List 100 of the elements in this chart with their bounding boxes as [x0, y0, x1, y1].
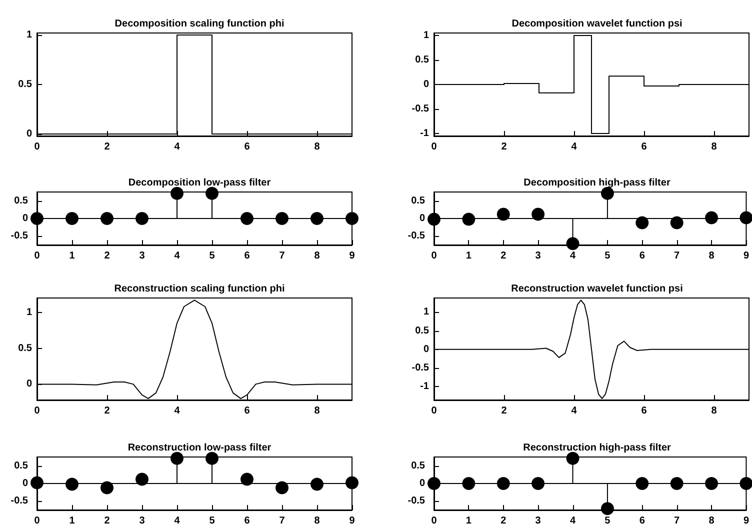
y-tick-label: 0.5: [18, 342, 32, 354]
x-tick-label: 8: [314, 406, 320, 416]
x-tick-label: 2: [104, 516, 110, 526]
x-tick-label: 2: [501, 142, 508, 152]
x-tick-label: 5: [209, 250, 216, 262]
y-tick-label: -0.5: [10, 230, 28, 242]
x-tick-label: 8: [708, 516, 715, 526]
y-tick-label: 0.5: [415, 325, 430, 336]
x-tick-label: 1: [466, 250, 472, 262]
y-tick-label: 0: [26, 378, 32, 390]
y-tick-label: 0.5: [14, 460, 28, 472]
chart-title: Reconstruction scaling function phi: [114, 284, 285, 294]
chart-title: Reconstruction low-pass filter: [128, 442, 272, 454]
y-tick-label: 1: [26, 29, 32, 40]
y-tick-label: 0.5: [415, 54, 430, 66]
x-tick-label: 5: [209, 516, 216, 526]
x-tick-label: 9: [743, 516, 750, 526]
point: [30, 476, 44, 490]
x-tick-label: 2: [104, 142, 110, 152]
x-tick-label: 4: [174, 142, 180, 152]
y-tick-label: 0: [423, 344, 430, 355]
x-tick-label: 3: [535, 250, 542, 262]
y-tick-label: 0: [22, 478, 28, 489]
chart-title: Decomposition low-pass filter: [128, 178, 271, 188]
x-tick-label: 0: [431, 142, 438, 152]
point: [170, 452, 184, 465]
point: [428, 477, 440, 490]
y-tick-label: 0.5: [14, 195, 28, 206]
x-tick-label: 0: [34, 142, 40, 152]
x-tick-label: 4: [174, 250, 180, 262]
point: [136, 472, 148, 486]
x-tick-label: 0: [431, 516, 438, 526]
x-tick-label: 6: [244, 142, 250, 152]
y-tick-label: 0: [423, 79, 430, 90]
x-tick-label: 6: [244, 250, 250, 262]
y-tick-label: 0: [419, 478, 426, 489]
point: [705, 211, 718, 224]
x-tick-label: 5: [604, 250, 611, 262]
point: [566, 452, 580, 465]
point: [100, 481, 114, 494]
x-tick-label: 6: [244, 406, 250, 416]
x-tick-label: 0: [431, 250, 438, 262]
y-tick-label: 1: [423, 30, 430, 41]
point: [705, 477, 718, 490]
x-tick-label: 9: [349, 516, 356, 526]
y-tick-label: 0: [26, 128, 32, 140]
x-tick-label: 4: [570, 250, 576, 262]
x-tick-label: 0: [34, 516, 40, 526]
x-tick-label: 1: [69, 516, 76, 526]
x-tick-label: 6: [641, 142, 648, 152]
y-tick-label: 0: [22, 213, 28, 224]
x-tick-label: 4: [570, 516, 576, 526]
point: [532, 477, 545, 490]
point: [346, 476, 358, 490]
y-tick-label: -0.5: [412, 362, 430, 374]
x-tick-label: 8: [314, 516, 320, 526]
x-tick-label: 3: [535, 516, 542, 526]
x-tick-label: 4: [174, 406, 180, 416]
y-tick-label: 1: [26, 306, 32, 318]
point: [636, 216, 649, 230]
x-tick-label: 6: [639, 516, 646, 526]
x-tick-label: 1: [69, 250, 76, 262]
y-tick-label: 0.5: [411, 195, 426, 206]
x-tick-label: 2: [500, 516, 507, 526]
chart-title: Decomposition scaling function phi: [114, 18, 284, 30]
x-tick-label: 0: [34, 406, 40, 416]
x-tick-label: 5: [604, 516, 611, 526]
point: [496, 208, 510, 221]
line-series: [434, 300, 750, 400]
point: [740, 211, 752, 224]
point: [740, 477, 752, 490]
x-tick-label: 8: [314, 250, 320, 262]
x-tick-label: 7: [674, 250, 680, 262]
y-tick-label: 0.5: [18, 79, 32, 90]
x-tick-label: 3: [139, 516, 146, 526]
chart-title: Reconstruction wavelet function psi: [511, 284, 684, 294]
x-tick-label: 2: [104, 406, 110, 416]
x-tick-label: 9: [743, 250, 750, 262]
x-tick-label: 0: [34, 250, 40, 262]
x-tick-label: 1: [466, 516, 472, 526]
chart-title: Decomposition wavelet function psi: [512, 18, 683, 30]
x-tick-label: 8: [711, 406, 718, 416]
y-tick-label: -1: [420, 381, 430, 392]
y-tick-label: -0.5: [408, 496, 426, 507]
x-tick-label: 0: [431, 406, 438, 416]
y-tick-label: -1: [420, 128, 430, 140]
point: [636, 477, 649, 490]
x-tick-label: 2: [501, 406, 508, 416]
x-tick-label: 7: [279, 250, 286, 262]
point: [462, 212, 476, 226]
x-tick-label: 4: [571, 142, 578, 152]
y-tick-label: -0.5: [408, 230, 426, 242]
y-tick-label: 0.5: [411, 460, 426, 472]
point: [66, 478, 78, 491]
x-tick-label: 2: [104, 250, 110, 262]
point: [276, 481, 288, 494]
x-tick-label: 7: [674, 516, 680, 526]
chart-title: Decomposition high-pass filter: [524, 178, 670, 188]
point: [462, 477, 476, 490]
point: [532, 208, 545, 221]
